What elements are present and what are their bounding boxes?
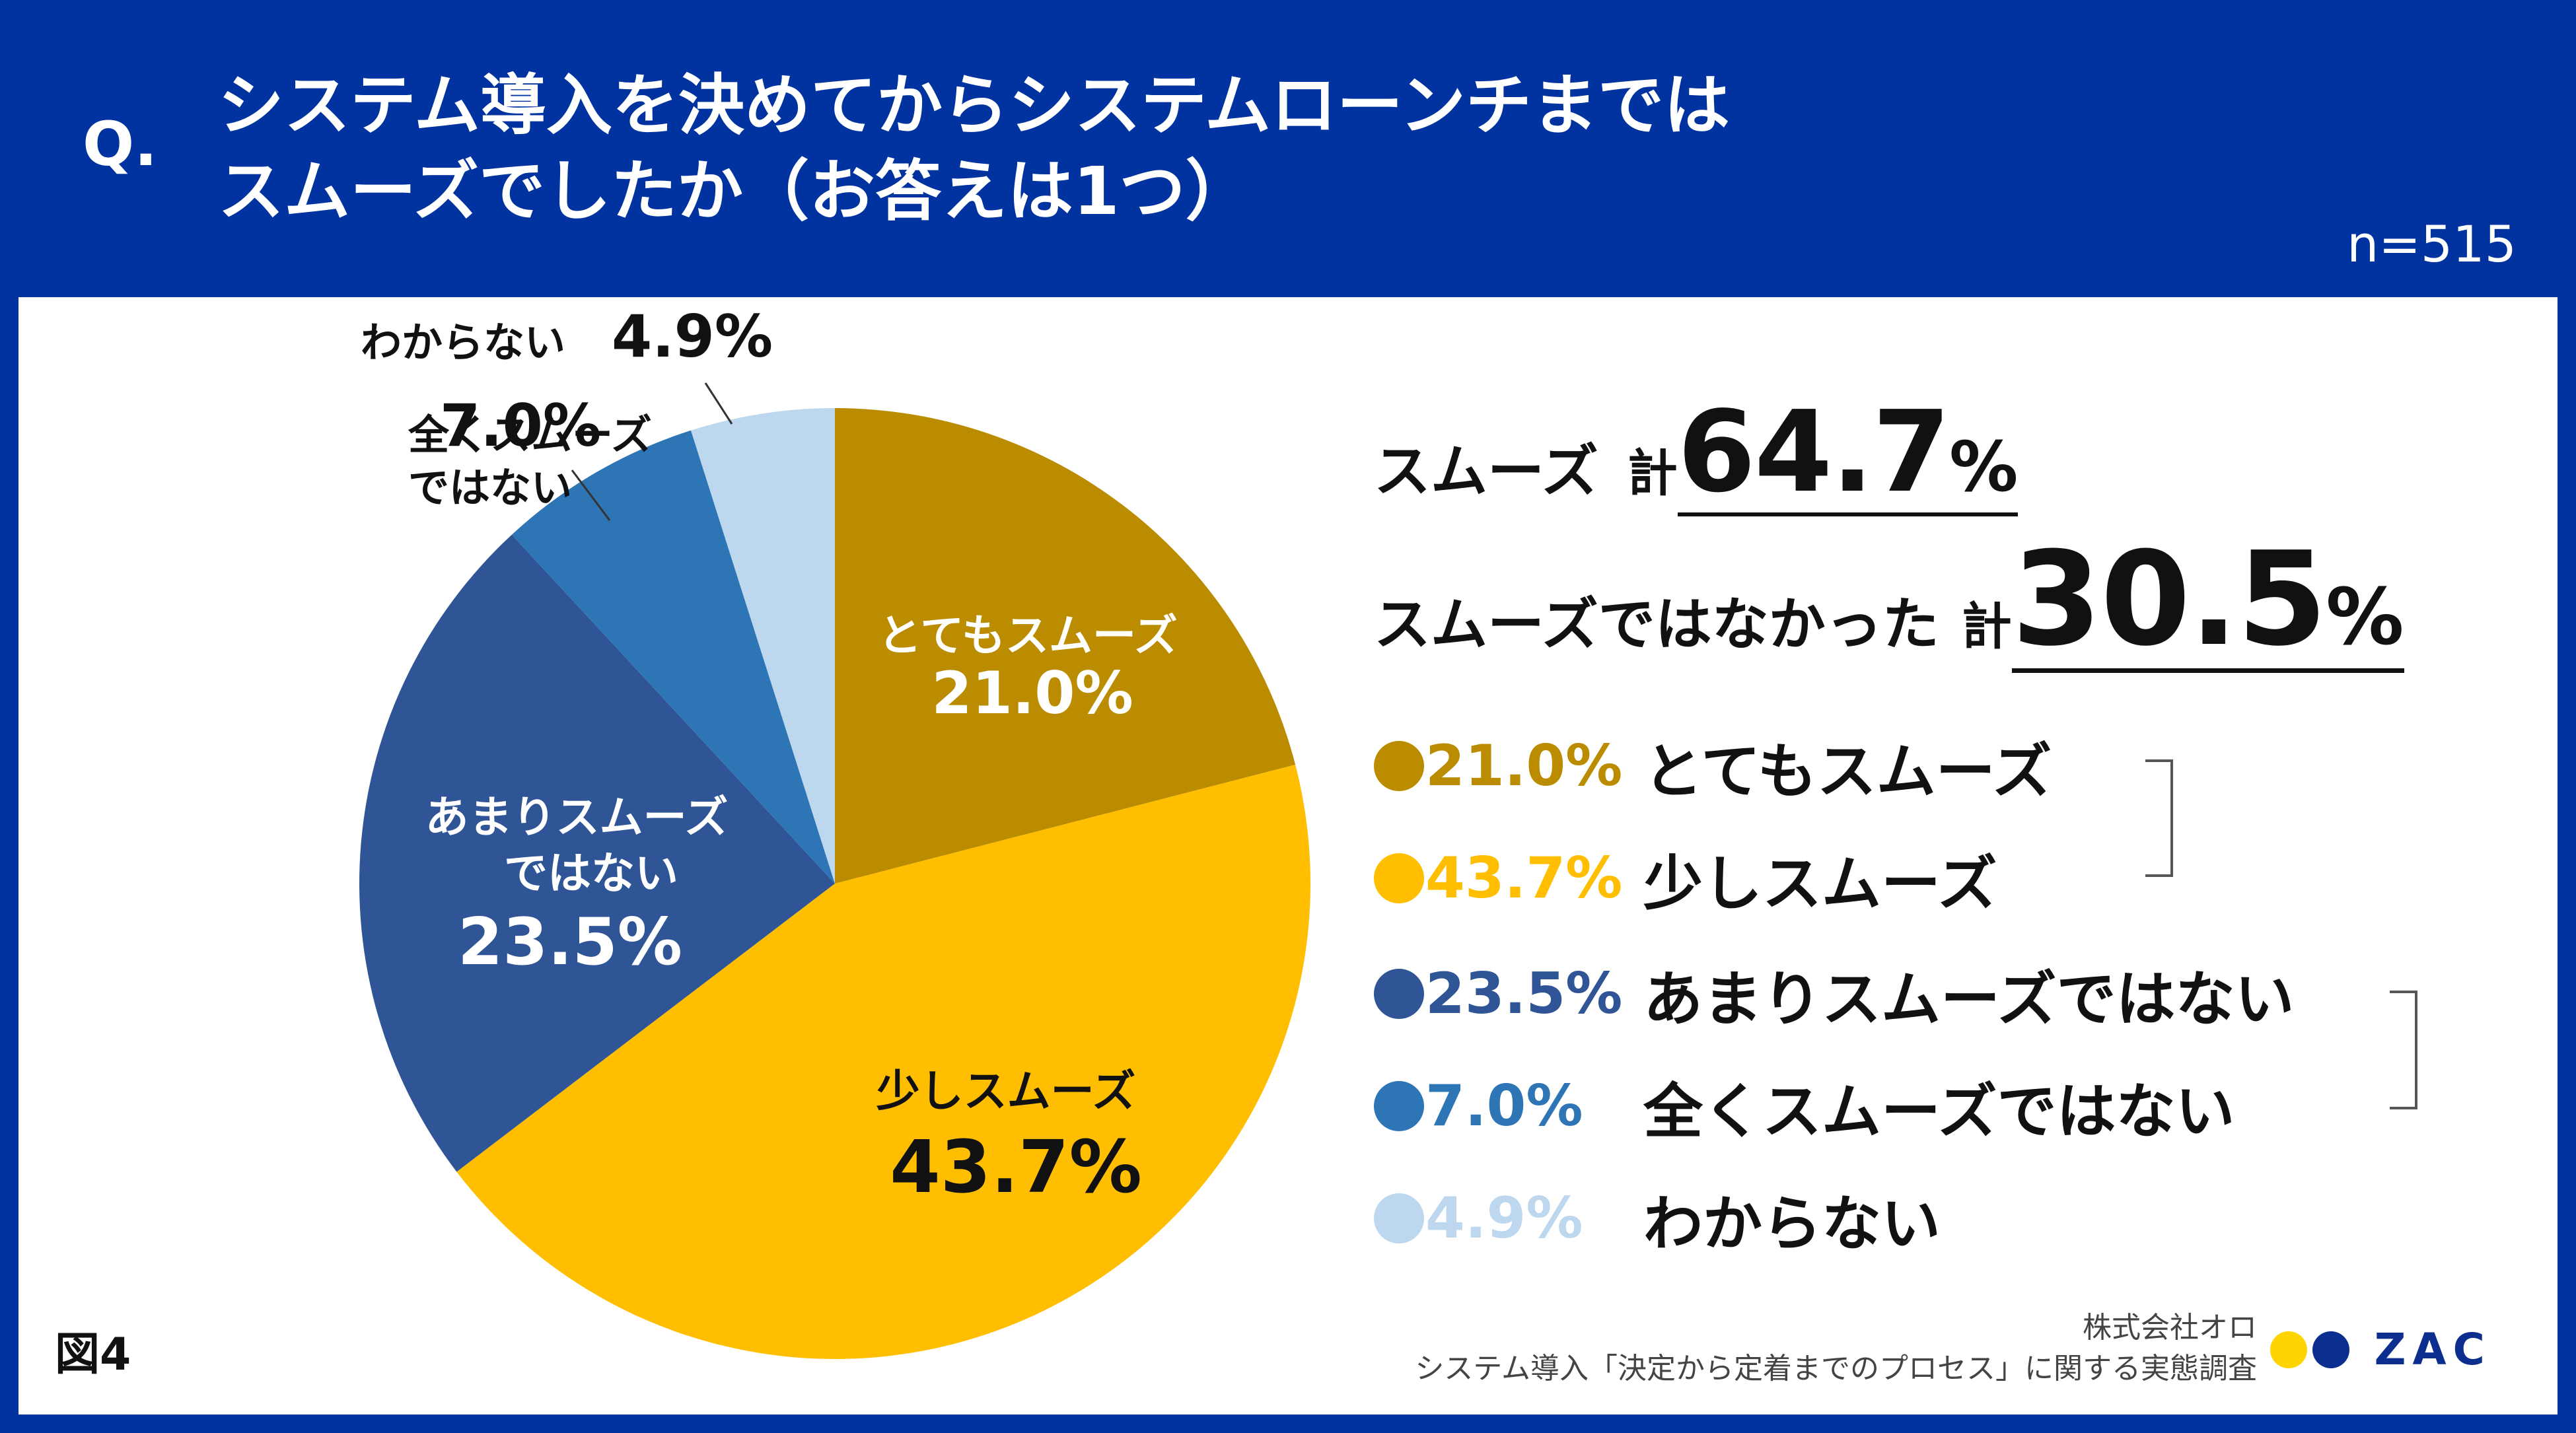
legend-label: とてもスムーズ (1643, 737, 2052, 806)
legend-label: 全くスムーズではない (1643, 1077, 2235, 1146)
title-line-2: スムーズでしたか（お答えは1つ） (218, 153, 1252, 230)
summary-not-smooth: スムーズではなかった 計 30.5% (1374, 535, 2404, 673)
slice-value-very-smooth: 21.0% (931, 659, 1133, 727)
legend-pct: 21.0% (1425, 733, 1623, 799)
legend-swatch (1374, 853, 1424, 903)
slice-label-not-at-all-smooth-line1: 全くスムーズ (408, 411, 652, 459)
slice-label-not-very-smooth-line1: あまりスムーズ (425, 792, 729, 843)
legend-swatch (1374, 1081, 1424, 1131)
slice-label-very-smooth: とてもスムーズ (878, 610, 1177, 661)
summary-smooth: スムーズ 計 64.7% (1374, 396, 2019, 516)
slice-label-unknown: わからない (361, 318, 565, 367)
slice-label-slightly-smooth: 少しスムーズ (877, 1066, 1136, 1117)
slice-value-not-very-smooth: 23.5% (458, 905, 682, 980)
slice-not-very-smooth (359, 534, 835, 1172)
legend-item-unknown: 4.9% わからない (1374, 1175, 1941, 1261)
summary-not-smooth-pct: % (2326, 571, 2404, 662)
slice-very-smooth (835, 408, 1296, 884)
pie-chart: とてもスムーズ21.0%少しスムーズ43.7%あまりスムーズではない23.5%全… (359, 302, 1311, 1360)
legend-pct: 4.9% (1425, 1185, 1583, 1251)
summary-not-smooth-label: スムーズではなかった (1374, 592, 1939, 658)
slice-unknown (691, 408, 835, 884)
source-company: 株式会社オロ (2083, 1311, 2257, 1345)
chart-panel: とてもスムーズ 21.0% 少しスムーズ 43.7% あまりスムーズ ではない 23.5% 全… (18, 297, 2558, 1415)
summary-smooth-number: 64.7 (1677, 387, 1950, 518)
sample-size: n=515 (2347, 215, 2517, 273)
slice-label-not-at-all-smooth-line2: ではない (408, 464, 572, 512)
slice-value-slightly-smooth: 43.7% (890, 1125, 1142, 1209)
legend-pct: 7.0% (1425, 1073, 1583, 1139)
slice-slightly-smooth (456, 765, 1311, 1360)
legend-bracket-smooth (2145, 759, 2173, 877)
logo-dot-blue (2312, 1331, 2349, 1368)
legend-item-not-very-smooth: 23.5% あまりスムーズではない (1374, 951, 2295, 1037)
legend-label: 少しスムーズ (1643, 849, 1997, 919)
legend-label: わからない (1643, 1189, 1941, 1259)
legend-bracket-not-smooth (2390, 991, 2417, 1109)
legend-swatch (1374, 969, 1424, 1019)
legend-swatch (1374, 1193, 1424, 1243)
summary-not-smooth-value: 30.5% (2011, 535, 2404, 673)
summary-smooth-pct: % (1949, 427, 2019, 507)
leader-line-not-at-all-smooth (571, 470, 611, 521)
summary-smooth-kei: 計 (1627, 444, 1678, 503)
question-mark: Q. (83, 109, 158, 180)
legend-swatch (1374, 741, 1424, 791)
legend-pct: 23.5% (1425, 961, 1623, 1027)
source-survey: システム導入「決定から定着までのプロセス」に関する実態調査 (1415, 1352, 2257, 1385)
summary-not-smooth-number: 30.5 (2011, 524, 2328, 675)
logo-text: ZAC (2374, 1324, 2491, 1375)
summary-not-smooth-kei: 計 (1961, 597, 2012, 656)
figure-label: 図4 (55, 1329, 131, 1381)
zac-logo: ZAC (2270, 1324, 2491, 1375)
title-line-1: システム導入を決めてからシステムローンチまでは (218, 67, 1730, 144)
source-credit: 株式会社オロ システム導入「決定から定着までのプロセス」に関する実態調査 (1415, 1308, 2257, 1389)
slice-not-at-all-smooth (511, 430, 835, 884)
logo-dot-yellow (2270, 1331, 2307, 1368)
summary-smooth-value: 64.7% (1677, 396, 2019, 516)
slice-value-not-at-all-smooth: 7.0% (440, 392, 601, 460)
legend-label: あまりスムーズではない (1643, 965, 2295, 1034)
slice-label-not-very-smooth-line2: ではない (504, 848, 678, 899)
page-title: システム導入を決めてからシステムローンチまでは スムーズでしたか（お答えは1つ） (218, 63, 1730, 234)
legend-pct: 43.7% (1425, 845, 1623, 911)
legend-item-slightly-smooth: 43.7% 少しスムーズ (1374, 835, 1997, 921)
summary-smooth-label: スムーズ (1374, 438, 1598, 505)
legend-item-not-at-all-smooth: 7.0% 全くスムーズではない (1374, 1063, 2235, 1149)
slice-value-unknown: 4.9% (612, 302, 773, 370)
leader-line-unknown (704, 382, 733, 425)
legend-item-very-smooth: 21.0% とてもスムーズ (1374, 723, 2052, 809)
